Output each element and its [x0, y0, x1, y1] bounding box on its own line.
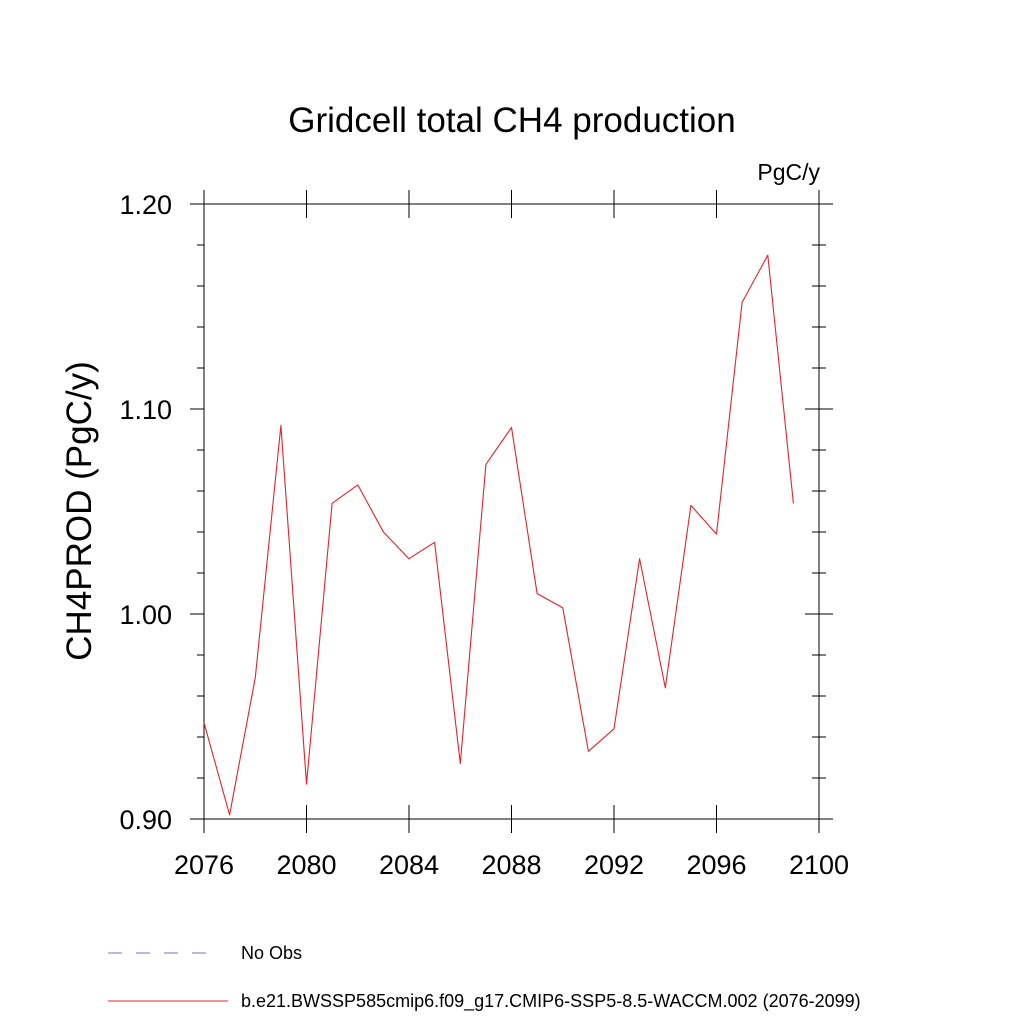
- series-line: [203, 254, 794, 816]
- y-axis-label: CH4PROD (PgC/y): [60, 361, 99, 660]
- x-tick-label: 2084: [379, 850, 439, 880]
- y-tick-label: 1.20: [119, 190, 172, 220]
- axis-tick-labels: 2076 2080 2084 2088 2092 2096 2100 0.90 1.00 1.10…: [119, 190, 849, 880]
- legend: No Obs b.e21.BWSSP585cmip6.f09_g17.CMIP6-…: [108, 943, 861, 1012]
- x-tick-label: 2100: [789, 850, 849, 880]
- plot-frame: [203, 203, 820, 820]
- x-tick-label: 2088: [481, 850, 541, 880]
- legend-label: No Obs: [241, 943, 302, 963]
- axis-ticks: [190, 190, 833, 833]
- units-label: PgC/y: [757, 159, 820, 185]
- legend-label: b.e21.BWSSP585cmip6.f09_g17.CMIP6-SSP5-8…: [241, 991, 861, 1012]
- y-tick-label: 0.90: [119, 805, 172, 835]
- y-tick-label: 1.00: [119, 600, 172, 630]
- x-tick-label: 2080: [276, 850, 336, 880]
- x-tick-label: 2092: [584, 850, 644, 880]
- chart-title: Gridcell total CH4 production: [288, 101, 735, 140]
- y-tick-label: 1.10: [119, 395, 172, 425]
- x-tick-label: 2076: [174, 850, 234, 880]
- data-series: [203, 254, 794, 816]
- x-tick-label: 2096: [686, 850, 746, 880]
